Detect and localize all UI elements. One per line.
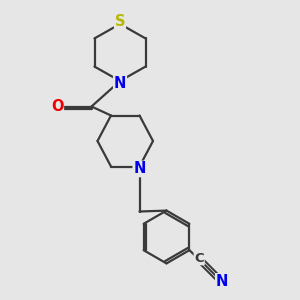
- Text: O: O: [51, 99, 63, 114]
- Text: S: S: [115, 14, 125, 29]
- Text: N: N: [114, 76, 126, 91]
- Text: C: C: [194, 251, 204, 265]
- Text: N: N: [216, 274, 228, 289]
- Text: N: N: [133, 161, 146, 176]
